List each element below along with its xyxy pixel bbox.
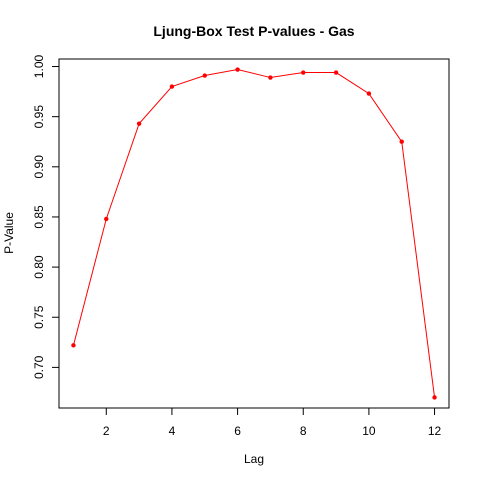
data-point <box>136 121 142 126</box>
y-axis-label: P-Value <box>2 212 16 254</box>
y-tick-label: 0.85 <box>32 205 46 229</box>
data-point <box>301 70 306 75</box>
x-tick-label: 4 <box>169 424 176 438</box>
y-axis: 0.70 0.75 0.80 0.85 0.90 0.95 1.00 <box>32 55 60 379</box>
data-point <box>333 70 339 75</box>
x-tick-label: 12 <box>428 424 442 438</box>
data-point <box>432 395 437 400</box>
x-tick-label: 2 <box>103 424 110 438</box>
series-line <box>72 69 436 398</box>
series-layer <box>71 67 437 400</box>
y-tick-label: 1.00 <box>32 55 46 79</box>
x-tick-label: 6 <box>234 424 241 438</box>
y-tick-label: 0.75 <box>32 305 46 329</box>
data-point <box>71 343 76 348</box>
data-point <box>399 139 404 144</box>
x-tick-label: 10 <box>362 424 376 438</box>
x-axis-label: Lag <box>244 452 264 466</box>
y-tick-label: 0.95 <box>32 105 46 129</box>
data-point <box>104 216 109 222</box>
y-tick-label: 0.70 <box>32 355 46 379</box>
data-point <box>366 91 372 96</box>
data-point <box>202 73 207 78</box>
data-point <box>268 75 273 80</box>
x-tick-label: 8 <box>300 424 307 438</box>
plot-frame <box>58 58 450 409</box>
y-tick-label: 0.90 <box>32 155 46 179</box>
data-point <box>235 67 240 72</box>
data-point <box>169 84 175 89</box>
x-axis: 2 4 6 8 10 12 <box>103 407 442 438</box>
y-tick-label: 0.80 <box>32 255 46 279</box>
chart-title: Ljung-Box Test P-values - Gas <box>153 23 354 39</box>
